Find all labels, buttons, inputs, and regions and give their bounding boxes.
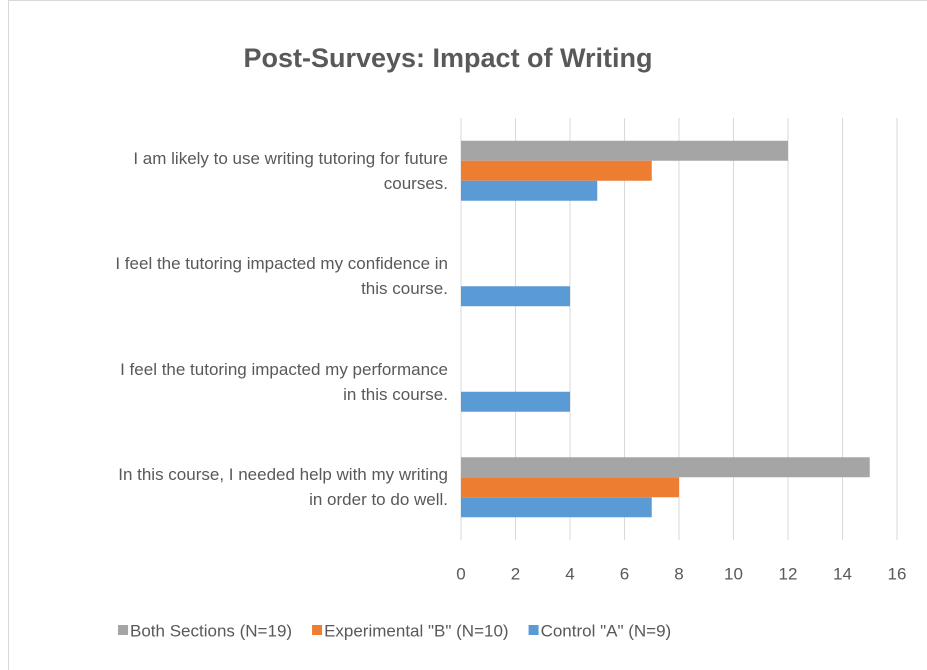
legend-swatch: [118, 625, 128, 635]
chart-title: Post-Surveys: Impact of Writing: [243, 43, 652, 73]
x-tick-label: 4: [565, 564, 574, 583]
x-tick-label: 10: [724, 564, 743, 583]
category-label: I feel the tutoring impacted my confiden…: [115, 254, 448, 299]
legend-label: Control "A" (N=9): [541, 621, 672, 640]
bar: [461, 497, 652, 518]
legend-swatch: [312, 625, 323, 635]
bar: [461, 140, 788, 161]
chart-border: [8, 0, 927, 670]
x-tick-label: 14: [833, 564, 852, 583]
category-label: I am likely to use writing tutoring for …: [133, 148, 448, 193]
bar: [461, 180, 598, 201]
category-label: I feel the tutoring impacted my performa…: [120, 359, 448, 404]
bar: [461, 391, 570, 412]
x-tick-label: 8: [674, 564, 683, 583]
x-tick-label: 6: [620, 564, 629, 583]
x-tick-label: 0: [456, 564, 465, 583]
bar: [461, 457, 870, 478]
bar: [461, 477, 679, 498]
x-tick-label: 2: [511, 564, 520, 583]
bar: [461, 160, 652, 181]
bar: [461, 286, 570, 307]
legend-label: Experimental "B" (N=10): [324, 621, 509, 640]
legend-label: Both Sections (N=19): [130, 621, 292, 640]
x-tick-label: 16: [888, 564, 907, 583]
legend-swatch: [528, 625, 539, 635]
x-tick-label: 12: [779, 564, 798, 583]
category-label: In this course, I needed help with my wr…: [118, 465, 448, 510]
